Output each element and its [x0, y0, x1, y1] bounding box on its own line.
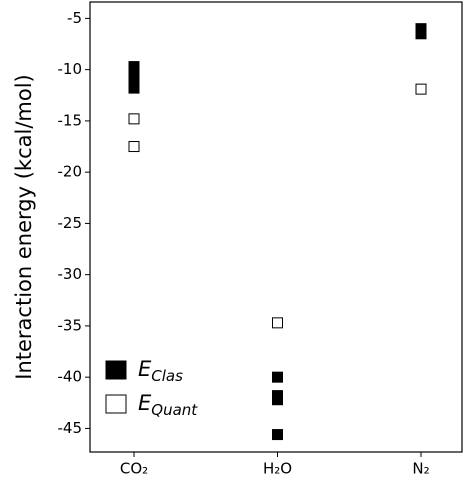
marker [415, 28, 427, 40]
marker [272, 371, 283, 383]
legend-label: EClas [138, 357, 183, 385]
y-tick-label: -25 [58, 214, 83, 232]
marker [128, 141, 140, 153]
marker [272, 394, 283, 406]
y-tick-label: -20 [58, 163, 83, 181]
x-tick-label: CO₂ [120, 460, 148, 478]
marker [128, 113, 140, 125]
y-tick-label: -40 [58, 368, 83, 386]
y-tick-label: -10 [58, 60, 83, 78]
marker [272, 429, 283, 441]
legend-marker [105, 360, 127, 380]
legend-label: EQuant [138, 391, 198, 419]
y-tick-label: -30 [58, 265, 83, 283]
y-tick-label: -15 [58, 111, 83, 129]
legend-marker [105, 394, 127, 414]
marker [272, 317, 283, 329]
y-tick-label: -35 [58, 316, 83, 334]
y-tick-label: -45 [58, 419, 83, 437]
y-axis-label: Interaction energy (kcal/mol) [12, 74, 36, 379]
x-tick-label: H₂O [263, 460, 292, 478]
x-tick-label: N₂ [412, 460, 429, 478]
marker [128, 82, 140, 94]
marker [415, 83, 427, 95]
y-tick-label: -5 [67, 9, 82, 27]
plot-frame [89, 1, 463, 453]
